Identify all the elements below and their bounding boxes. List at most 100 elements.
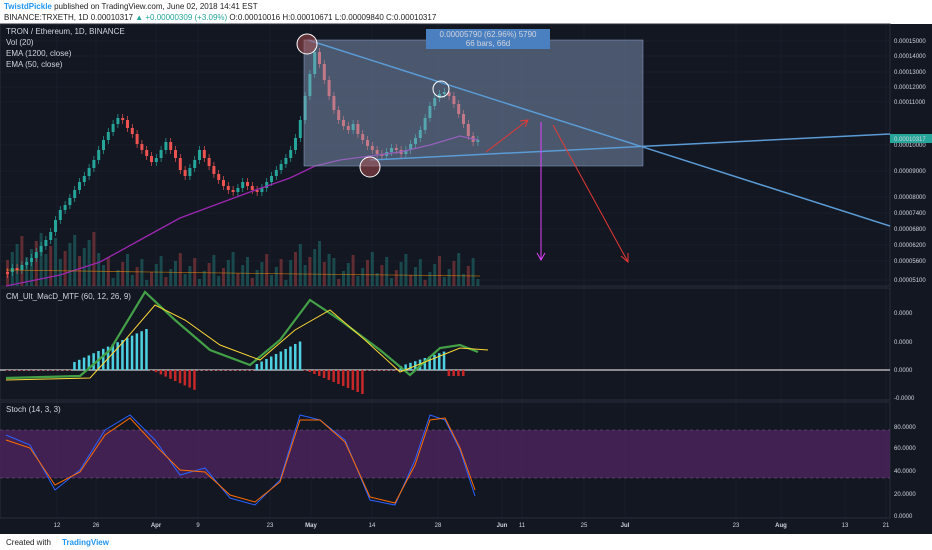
- volume-bar: [279, 259, 283, 286]
- macd-histogram-bar: [255, 364, 259, 370]
- candle-body: [44, 240, 48, 246]
- macd-histogram-bar: [404, 364, 407, 370]
- macd-histogram-bar: [140, 331, 143, 370]
- macd-histogram-bar: [44, 370, 47, 371]
- time-tick-label: 14: [369, 523, 376, 529]
- macd-histogram-bar: [116, 342, 119, 370]
- volume-bar: [188, 266, 192, 286]
- price-tick-label: 0.00013000: [894, 70, 926, 76]
- footer-bar: Created with TradingView: [0, 534, 932, 550]
- macd-histogram-bar: [274, 354, 278, 370]
- volume-bar: [111, 278, 115, 286]
- candle-body: [351, 124, 355, 130]
- macd-histogram-bar: [212, 370, 215, 371]
- macd-histogram-bar: [265, 359, 268, 370]
- macd-histogram-bar: [226, 370, 230, 371]
- candle-body: [428, 106, 432, 118]
- macd-histogram-bar: [279, 351, 283, 370]
- candle-body: [303, 96, 307, 120]
- time-tick-label: 23: [267, 523, 274, 529]
- time-tick-label: Jul: [621, 523, 630, 529]
- candle-body: [342, 120, 345, 126]
- macd-histogram-bar: [370, 370, 374, 371]
- price-tick-label: 0.00009000: [894, 169, 926, 175]
- volume-bar: [409, 275, 413, 286]
- volume-bar: [303, 265, 307, 286]
- volume-bar: [241, 265, 245, 286]
- volume-bar: [423, 280, 427, 286]
- macd-histogram-bar: [390, 370, 393, 371]
- last-price: 0.00010317: [90, 13, 133, 22]
- volume-bar: [30, 249, 33, 286]
- stoch-legend: Stoch (14, 3, 3): [6, 405, 61, 414]
- time-tick-label: 26: [93, 523, 100, 529]
- macd-histogram-bar: [154, 370, 158, 373]
- candle-body: [92, 160, 96, 168]
- volume-bar: [414, 267, 417, 286]
- candle-body: [126, 120, 129, 128]
- volume-bar: [265, 254, 269, 286]
- candle-body: [462, 114, 465, 124]
- macd-histogram-bar: [394, 370, 398, 371]
- candle-body: [154, 158, 158, 162]
- macd-histogram-bar: [313, 370, 316, 374]
- volume-bar: [102, 265, 105, 286]
- macd-histogram-bar: [289, 346, 292, 370]
- volume-bar: [327, 254, 331, 286]
- macd-histogram-bar: [49, 370, 52, 371]
- candle-body: [418, 130, 422, 138]
- macd-histogram-bar: [183, 370, 187, 386]
- volume-bar: [380, 265, 384, 286]
- macd-histogram-bar: [10, 370, 14, 371]
- vol-legend: Vol (20): [6, 38, 34, 47]
- candle-body: [30, 258, 33, 262]
- last-price-label: 0.00010317: [894, 137, 926, 143]
- macd-histogram-bar: [121, 340, 124, 370]
- tradingview-link[interactable]: TradingView: [62, 538, 109, 547]
- author-link[interactable]: TwistdPickle: [4, 2, 52, 11]
- lower-high-circle: [432, 80, 450, 98]
- macd-histogram-bar: [375, 370, 379, 371]
- volume-bar: [97, 253, 101, 286]
- macd-histogram-bar: [366, 370, 369, 371]
- macd-histogram-bar: [428, 356, 431, 370]
- volume-bar: [236, 273, 240, 286]
- candle-body: [255, 190, 259, 192]
- macd-histogram-bar: [169, 370, 172, 379]
- volume-bar: [289, 260, 293, 286]
- ohlc-values: O:0.00010016 H:0.00010671 L:0.00009840 C…: [229, 13, 437, 22]
- macd-histogram-bar: [54, 370, 57, 371]
- main-legend-title: TRON / Ethereum, 1D, BINANCE: [6, 27, 125, 36]
- time-tick-label: 12: [54, 523, 61, 529]
- candle-body: [78, 182, 81, 190]
- candle-body: [390, 148, 393, 152]
- candle-body: [102, 140, 105, 150]
- candle-body: [361, 134, 365, 140]
- macd-histogram-bar: [150, 370, 153, 371]
- candle-body: [313, 52, 317, 74]
- macd-histogram-bar: [193, 370, 196, 390]
- volume-bar: [116, 270, 120, 286]
- macd-histogram-bar: [126, 337, 129, 370]
- projection-arrows: [485, 119, 629, 264]
- candle-body: [260, 188, 264, 192]
- macd-histogram-bar: [6, 370, 9, 371]
- macd-histogram-bar: [342, 370, 345, 386]
- macd-histogram-bar: [442, 351, 446, 370]
- volume-bar: [193, 258, 197, 286]
- chart-canvas[interactable]: 0.00005790 (62.96%) 5790 66 bars, 66d 0.…: [0, 0, 932, 534]
- volume-bar: [250, 278, 254, 286]
- candle-body: [97, 150, 101, 160]
- candle-body: [140, 144, 144, 150]
- macd-histogram-bar: [58, 370, 62, 371]
- macd-histogram-bar: [39, 370, 43, 371]
- peak-circle: [296, 33, 318, 55]
- volume-bar: [169, 269, 173, 286]
- candle-body: [212, 166, 216, 174]
- candle-body: [241, 182, 245, 188]
- price-tick-label: 0.00007400: [894, 211, 926, 217]
- volume-bar: [44, 254, 48, 286]
- volume-bar: [212, 255, 216, 286]
- macd-histogram-bar: [63, 370, 67, 371]
- candle-body: [337, 110, 341, 120]
